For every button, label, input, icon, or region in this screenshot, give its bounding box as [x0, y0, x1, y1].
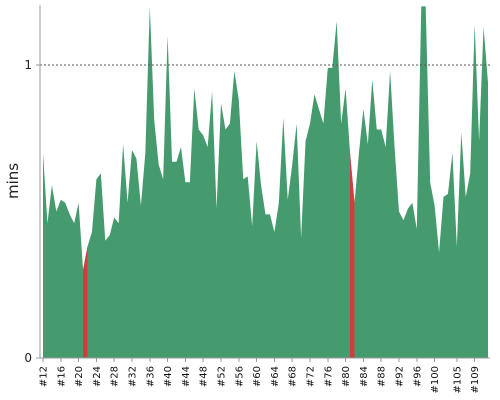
- x-tick-label: #44: [181, 366, 192, 387]
- failed-build-81: [350, 152, 355, 358]
- x-tick-label: #100: [430, 366, 441, 393]
- x-tick-label: #109: [470, 366, 481, 393]
- area-layer: [43, 6, 488, 359]
- x-tick-label: #56: [234, 366, 245, 387]
- x-tick-label: #24: [92, 366, 103, 387]
- x-tick-label: #20: [74, 366, 85, 387]
- x-tick-label: #12: [39, 366, 50, 387]
- x-tick-label: #64: [270, 366, 281, 387]
- duration-area: [43, 6, 488, 359]
- failed-build-21: [83, 246, 88, 358]
- x-tick-label: #84: [359, 366, 370, 387]
- x-tick-label: #80: [341, 366, 352, 387]
- x-tick-label: #76: [323, 366, 334, 387]
- y-axis-label: mins: [4, 163, 22, 199]
- x-tick-label: #88: [377, 366, 388, 387]
- y-ticks: 01: [24, 58, 40, 365]
- x-tick-label: #40: [163, 366, 174, 387]
- x-tick-label: #52: [217, 366, 228, 387]
- x-tick-label: #96: [412, 366, 423, 387]
- x-tick-label: #28: [110, 366, 121, 387]
- x-tick-label: #48: [199, 366, 210, 387]
- x-tick-label: #16: [56, 366, 67, 387]
- x-tick-label: #92: [395, 366, 406, 387]
- y-tick-label: 1: [24, 58, 32, 72]
- x-tick-label: #72: [306, 366, 317, 387]
- y-tick-label: 0: [24, 351, 32, 365]
- x-tick-label: #105: [452, 366, 463, 393]
- failed-build-layer: [83, 152, 355, 358]
- x-tick-label: #36: [145, 366, 156, 387]
- x-tick-label: #32: [128, 366, 139, 387]
- x-tick-label: #68: [288, 366, 299, 387]
- x-ticks: #12 #16 #20 #24 #28 #32 #36 #40 #44 #48 #52 #56 #60 #…: [39, 358, 481, 393]
- x-tick-label: #60: [252, 366, 263, 387]
